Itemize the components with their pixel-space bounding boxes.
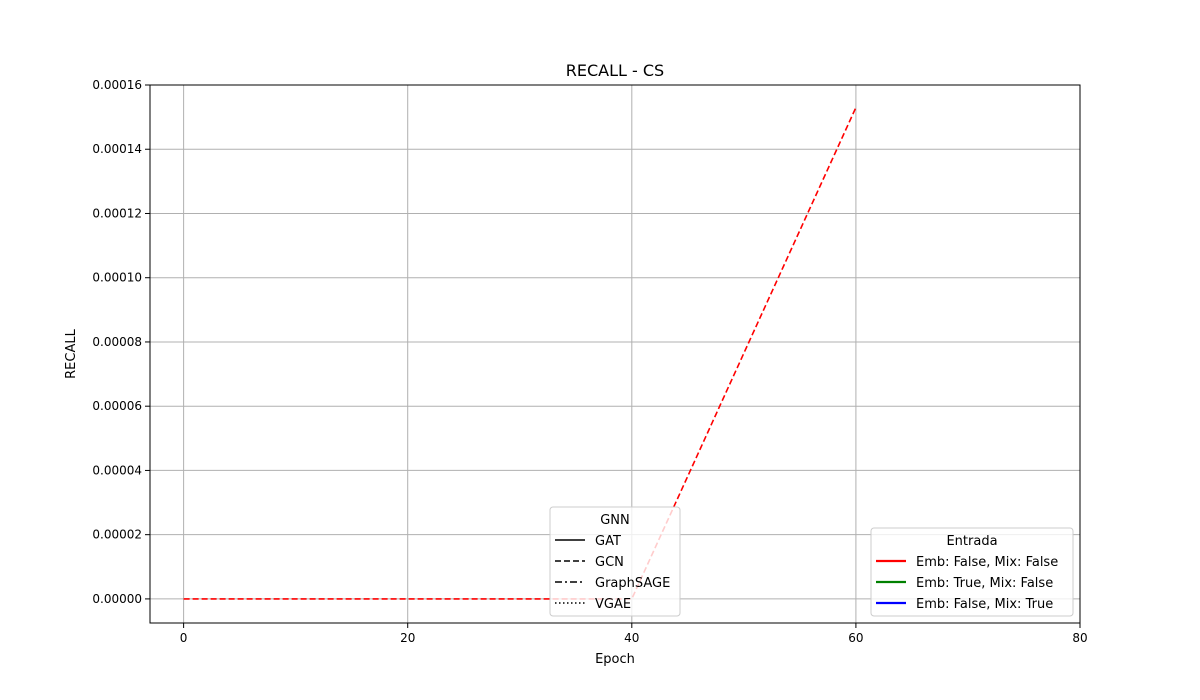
legend-label: GraphSAGE — [595, 576, 670, 591]
legend-entrada: Entrada Emb: False, Mix: False Emb: True, … — [870, 527, 1074, 617]
legend-title: Entrada — [946, 534, 997, 549]
series-line — [183, 107, 857, 600]
series-layer — [183, 107, 857, 600]
legend-box — [870, 527, 1074, 617]
legends: GNN GAT GCN GraphSAGE VGAE Entrada Emb: False,… — [549, 506, 1074, 617]
legend-gnn: GNN GAT GCN GraphSAGE VGAE — [549, 506, 681, 617]
x-tick-label: 80 — [1072, 631, 1087, 645]
legend-label: GCN — [595, 555, 624, 570]
x-tick-label: 60 — [848, 631, 863, 645]
y-tick-label: 0.00012 — [92, 206, 142, 220]
y-tick-label: 0.00000 — [92, 592, 142, 606]
legend-label: VGAE — [595, 597, 631, 612]
y-axis-label: RECALL — [64, 328, 79, 378]
y-tick-label: 0.00004 — [92, 463, 142, 477]
x-axis-label: Epoch — [595, 652, 635, 667]
y-tick-label: 0.00010 — [92, 271, 142, 285]
x-axis: 0 20 40 60 80 — [180, 623, 1088, 645]
legend-label: Emb: False, Mix: True — [916, 597, 1053, 612]
y-tick-label: 0.00006 — [92, 399, 142, 413]
y-tick-label: 0.00002 — [92, 528, 142, 542]
legend-label: Emb: False, Mix: False — [916, 555, 1058, 570]
legend-label: GAT — [595, 534, 621, 549]
x-tick-label: 0 — [180, 631, 188, 645]
plot-frame — [149, 84, 1081, 624]
chart-title: RECALL - CS — [566, 61, 664, 80]
x-tick-label: 20 — [400, 631, 415, 645]
y-tick-label: 0.00016 — [92, 78, 142, 92]
legend-box — [549, 506, 681, 617]
y-tick-label: 0.00014 — [92, 142, 142, 156]
y-axis: 0.00000 0.00002 0.00004 0.00006 0.00008 0.000… — [92, 78, 150, 606]
y-tick-label: 0.00008 — [92, 335, 142, 349]
legend-title: GNN — [600, 513, 630, 528]
x-tick-label: 40 — [624, 631, 639, 645]
legend-label: Emb: True, Mix: False — [916, 576, 1053, 591]
